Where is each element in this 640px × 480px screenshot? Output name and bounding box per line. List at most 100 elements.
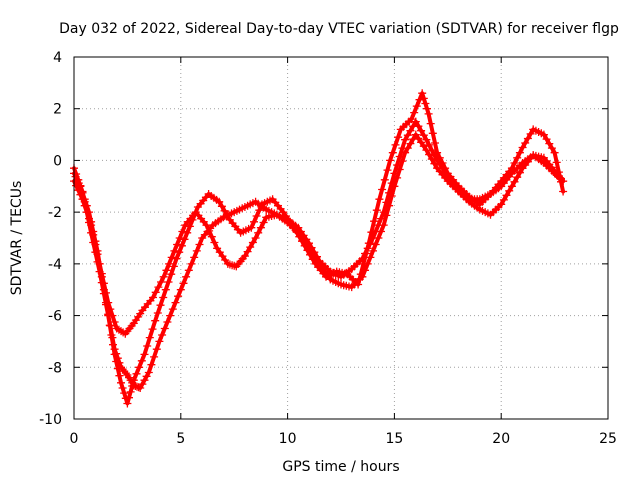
y-tick-label: -10 [39,412,62,428]
data-point-marker [159,272,168,281]
data-point-marker [82,208,91,217]
data-point-marker [409,135,418,144]
data-point-marker [380,175,389,184]
x-tick-label: 15 [385,431,403,447]
data-point-marker [166,311,175,320]
data-point-marker [557,177,565,186]
data-point-marker [135,363,144,372]
data-point-marker [99,289,108,298]
data-point-marker [78,187,87,196]
data-point-marker [123,399,132,408]
y-tick-label: -2 [48,205,62,221]
data-point-marker [150,352,159,361]
data-point-marker [255,206,264,215]
data-point-marker [159,293,168,302]
data-point-marker [417,126,426,135]
data-point-marker [162,266,171,275]
data-point-marker [117,378,125,387]
y-tick-label: -6 [48,309,62,325]
data-point-marker [107,331,116,339]
data-point-marker [74,175,83,184]
data-point-marker [105,321,114,330]
data-point-marker [510,159,519,167]
data-point-marker [248,238,257,247]
data-point-marker [374,221,383,230]
data-point-marker [175,248,184,257]
data-point-marker [425,150,434,159]
data-point-marker [559,187,568,196]
data-point-marker [422,135,431,144]
data-point-marker [147,360,156,369]
data-point-marker [128,382,137,390]
data-point-marker [387,179,396,188]
data-point-marker [109,340,117,349]
data-point-marker [76,181,85,190]
data-point-marker [175,234,184,242]
data-point-marker [377,214,385,223]
data-point-marker [177,241,186,250]
data-point-marker [407,115,416,124]
data-point-marker [250,217,258,226]
data-point-marker [185,222,194,231]
data-point-marker [192,246,201,255]
data-point-marker [110,318,119,326]
data-point-marker [507,182,516,191]
data-point-marker [118,384,127,392]
data-point-marker [129,376,138,385]
data-point-marker [521,139,530,147]
data-point-marker [160,324,169,333]
data-point-marker [542,135,551,144]
data-point-marker [303,246,312,255]
data-point-marker [72,170,81,178]
data-point-marker [167,253,176,262]
y-tick-label: -8 [48,360,62,376]
data-point-marker [425,140,434,149]
data-point-marker [406,139,415,148]
data-point-marker [547,144,556,153]
series-layer [70,89,568,408]
data-point-marker [95,267,104,276]
data-point-marker [431,139,439,147]
data-point-marker [401,135,410,144]
data-point-marker [155,337,164,346]
data-point-marker [383,166,392,175]
data-point-marker [433,148,442,157]
data-point-marker [205,226,214,235]
data-point-marker [513,173,522,182]
data-point-marker [441,164,450,173]
data-point-marker [415,95,424,104]
data-point-marker [371,240,380,249]
data-point-marker [143,342,152,350]
data-point-marker [313,252,321,261]
data-point-marker [366,253,375,262]
data-point-marker [403,131,412,140]
x-tick-label: 25 [599,431,617,447]
data-point-marker [223,211,232,220]
data-point-marker [87,228,96,237]
data-point-marker [251,234,260,242]
data-point-marker [394,133,403,142]
data-point-marker [184,266,193,275]
data-point-marker [217,202,226,211]
data-point-marker [510,177,519,186]
data-point-marker [158,331,167,339]
data-point-marker [391,140,400,149]
data-point-marker [102,300,110,309]
data-point-marker [154,283,163,292]
data-point-marker [190,253,199,262]
data-point-marker [89,238,98,247]
data-point-marker [191,209,200,218]
data-point-marker [170,246,179,255]
data-point-marker [180,235,189,244]
data-point-marker [195,240,204,249]
data-point-marker [243,247,252,256]
data-point-marker [145,333,154,342]
data-point-marker [207,232,216,241]
data-point-marker [539,130,548,139]
data-point-marker [173,240,182,249]
data-point-marker [171,298,180,307]
data-point-marker [526,129,535,138]
data-point-marker [406,126,415,135]
data-point-marker [308,255,317,264]
x-axis-label: GPS time / hours [282,459,399,475]
